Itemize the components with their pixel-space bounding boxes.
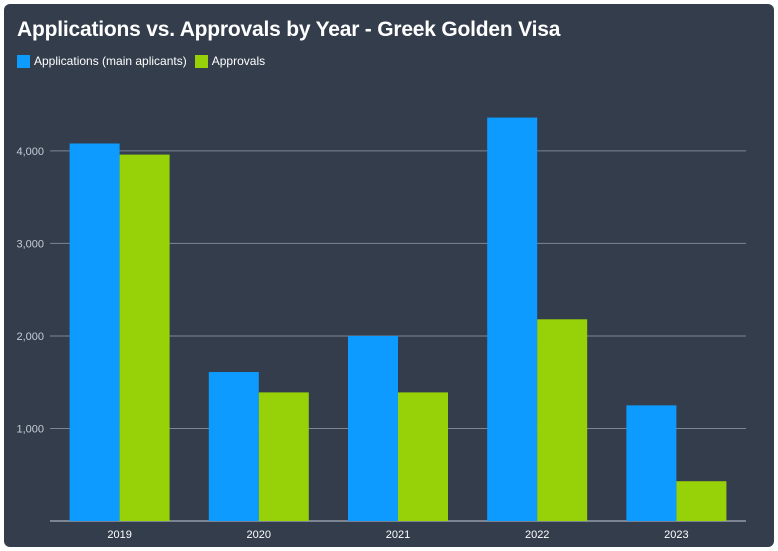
legend-swatch-applications [17,54,30,68]
bar-applications [487,117,538,521]
x-tick-label: 2022 [525,529,549,541]
chart-legend: Applications (main aplicants) Approvals [17,54,265,68]
x-tick-label: 2021 [386,529,410,541]
chart-title: Applications vs. Approvals by Year - Gre… [17,18,561,41]
y-tick-label: 1,000 [16,423,44,435]
y-tick-label: 2,000 [16,331,44,343]
chart-card: Applications vs. Approvals by Year - Gre… [4,4,774,547]
bar-applications [626,405,677,521]
bar-chart-plot: 1,000 2,000 3,000 4,000 2019 2020 2021 2022 2023 [16,117,746,541]
bar-approvals [676,481,727,521]
bar-applications [69,143,120,521]
bar-approvals [119,154,170,522]
legend-swatch-approvals [194,54,208,68]
bar-applications [208,372,259,521]
bar-approvals [537,319,588,521]
legend-item-applications[interactable]: Applications (main aplicants) [17,54,187,68]
y-tick-label: 3,000 [16,238,44,250]
y-tick-label: 4,000 [16,146,44,158]
bar-applications [348,335,398,521]
bar-approvals [398,392,448,521]
legend-label-applications: Applications (main aplicants) [34,54,187,68]
legend-label-approvals: Approvals [211,54,266,68]
x-tick-label: 2019 [107,529,131,541]
x-tick-label: 2020 [247,529,271,541]
x-tick-label: 2023 [664,529,688,541]
bar-approvals [258,392,309,521]
legend-item-approvals[interactable]: Approvals [194,54,266,68]
